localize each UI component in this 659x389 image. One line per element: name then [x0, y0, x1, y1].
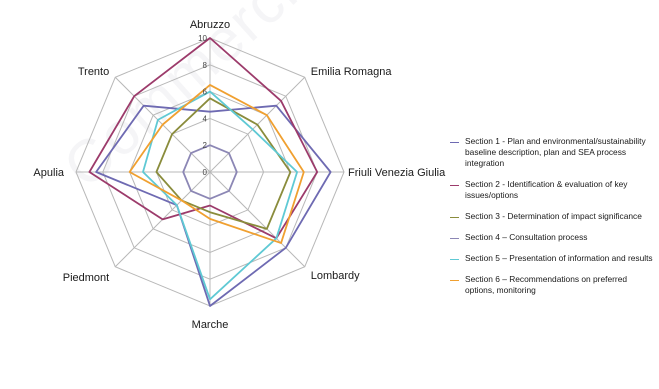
legend-label: Section 6 – Recommendations on preferred… [465, 274, 628, 295]
axis-label: Trento [78, 66, 109, 78]
axis-label: Friuli Venezia Giulia [348, 167, 446, 179]
tick-label: 8 [203, 61, 208, 70]
legend-item-3: Section 3 - Determination of impact sign… [450, 211, 658, 222]
legend-label: Section 4 – Consultation process [465, 232, 588, 242]
series-line-4 [182, 144, 238, 200]
legend-item-4: Section 4 – Consultation process [450, 232, 658, 243]
legend-swatch [450, 217, 459, 218]
axis-label: Lombardy [311, 270, 360, 282]
chart-legend: Section 1 - Plan and environmental/susta… [450, 136, 658, 296]
axis-label: Abruzzo [190, 19, 230, 31]
series-line-6 [128, 84, 305, 244]
legend-label: Section 2 - Identification & evaluation … [465, 179, 628, 200]
tick-label: 10 [198, 34, 207, 43]
legend-swatch [450, 185, 459, 186]
tick-label: 0 [203, 168, 208, 177]
radar-series [88, 37, 332, 307]
tick-label: 4 [203, 114, 208, 123]
series-line-3 [155, 97, 292, 230]
legend-label: Section 1 - Plan and environmental/susta… [465, 136, 646, 168]
legend-label: Section 5 – Presentation of information … [465, 253, 653, 263]
legend-swatch [450, 259, 459, 260]
legend-swatch [450, 142, 459, 143]
tick-label: 6 [203, 88, 208, 97]
legend-item-5: Section 5 – Presentation of information … [450, 253, 658, 264]
legend-item-6: Section 6 – Recommendations on preferred… [450, 274, 658, 296]
legend-swatch [450, 238, 459, 239]
legend-label: Section 3 - Determination of impact sign… [465, 211, 642, 221]
axis-label: Apulia [33, 167, 64, 179]
legend-item-1: Section 1 - Plan and environmental/susta… [450, 136, 658, 169]
radar-labels: 0 2 4 6 8 10 Abruzzo Emilia Romagna Friuli Venez… [33, 19, 446, 331]
tick-label: 2 [203, 141, 208, 150]
axis-label: Marche [192, 319, 229, 331]
series-line-2 [88, 37, 319, 240]
grid-spoke [209, 171, 306, 268]
axis-label: Piedmont [63, 272, 109, 284]
legend-item-2: Section 2 - Identification & evaluation … [450, 179, 658, 201]
axis-label: Emilia Romagna [311, 66, 393, 78]
legend-swatch [450, 280, 459, 281]
